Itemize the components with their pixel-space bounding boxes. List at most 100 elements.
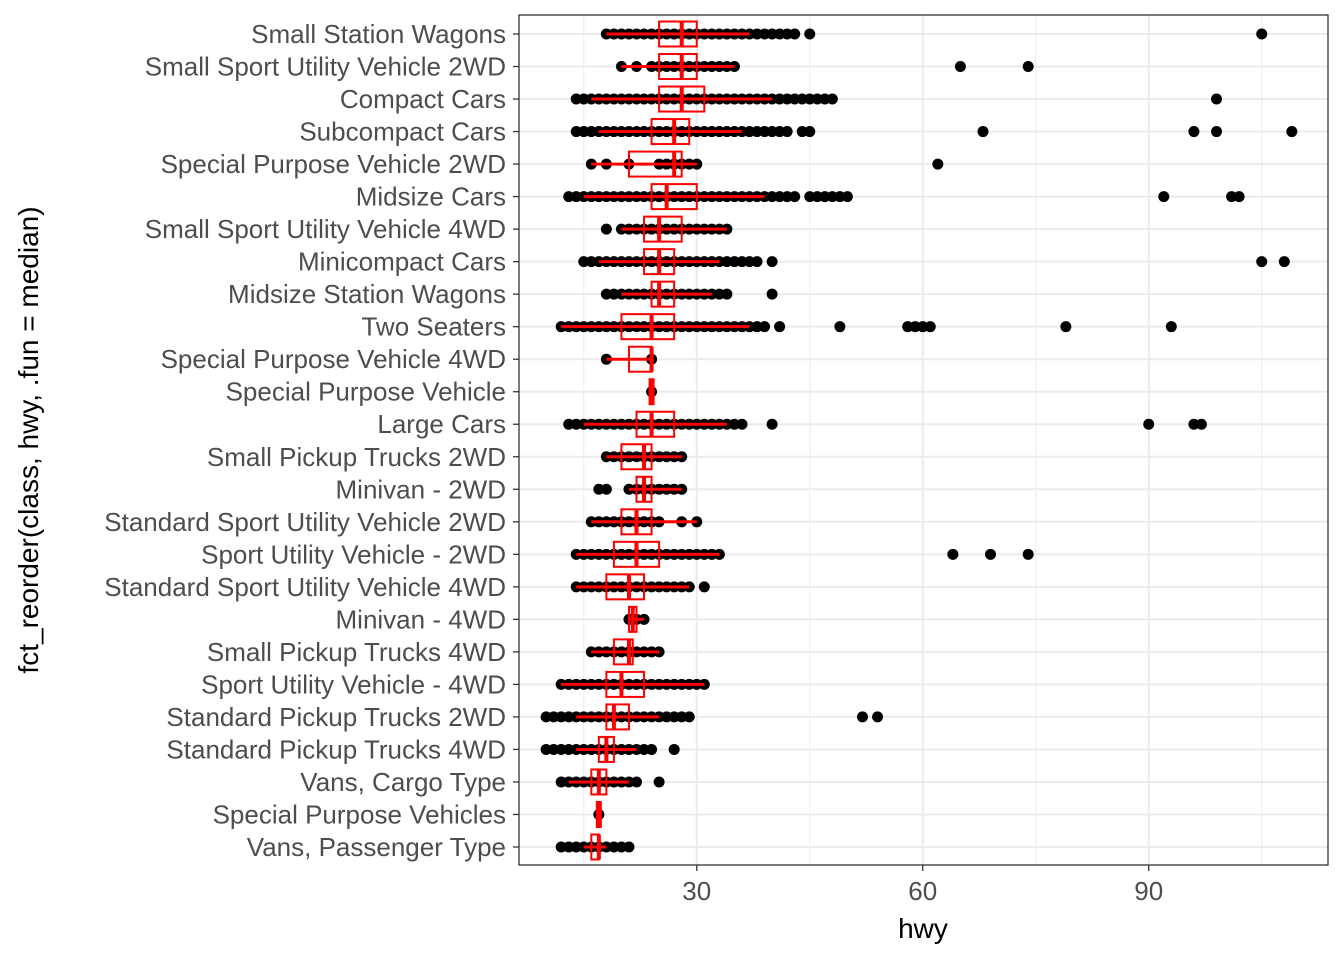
category-group: [540, 735, 680, 763]
data-point: [781, 93, 793, 105]
category-group: [600, 280, 778, 308]
x-tick-labels: 30 60 90: [682, 865, 1163, 906]
x-tick-label: 90: [1134, 876, 1163, 906]
category-group: [570, 540, 1034, 568]
data-point: [646, 743, 658, 755]
y-tick-label: Small Sport Utility Vehicle 4WD: [145, 214, 506, 244]
category-group: [555, 833, 635, 861]
data-point: [759, 126, 771, 138]
data-point: [796, 93, 808, 105]
data-point: [668, 743, 680, 755]
data-point: [774, 93, 786, 105]
data-point: [585, 256, 597, 268]
data-point: [751, 28, 763, 40]
y-tick-label: Midsize Cars: [356, 182, 506, 212]
category-group: [585, 150, 944, 178]
data-point: [608, 288, 620, 300]
data-point: [721, 288, 733, 300]
category-group: [593, 475, 688, 503]
data-point: [578, 256, 590, 268]
box: [605, 573, 646, 601]
category-group: [593, 800, 605, 828]
y-tick-label: Standard Sport Utility Vehicle 4WD: [104, 572, 506, 602]
data-point: [600, 483, 612, 495]
data-point: [789, 191, 801, 203]
data-point: [774, 321, 786, 333]
box: [658, 53, 698, 81]
y-tick-label: Vans, Passenger Type: [247, 832, 506, 862]
y-tick-label: Small Pickup Trucks 4WD: [207, 637, 506, 667]
y-tick-label: Large Cars: [377, 409, 506, 439]
data-point: [954, 61, 966, 73]
data-point: [570, 191, 582, 203]
data-point: [811, 191, 823, 203]
y-tick-label: Minivan - 4WD: [336, 604, 506, 634]
category-group: [540, 703, 884, 731]
data-point: [593, 483, 605, 495]
data-point: [804, 191, 816, 203]
category-group: [600, 345, 658, 373]
x-axis-title: hwy: [898, 913, 948, 944]
data-point: [698, 581, 710, 593]
y-tick-label: Standard Sport Utility Vehicle 2WD: [104, 507, 506, 537]
data-point: [834, 191, 846, 203]
data-point: [540, 743, 552, 755]
category-group: [615, 53, 1034, 81]
data-point: [1233, 191, 1245, 203]
data-point: [751, 126, 763, 138]
data-point: [826, 93, 838, 105]
data-point: [653, 776, 665, 788]
data-point: [804, 126, 816, 138]
data-point: [555, 711, 567, 723]
data-point: [826, 191, 838, 203]
data-point: [1278, 256, 1290, 268]
y-tick-label: Subcompact Cars: [299, 117, 506, 147]
data-point: [578, 93, 590, 105]
data-point: [1165, 321, 1177, 333]
data-point: [1226, 191, 1238, 203]
data-point: [796, 126, 808, 138]
data-point: [548, 711, 560, 723]
data-point: [1195, 418, 1207, 430]
category-group: [555, 768, 665, 796]
data-point: [1143, 418, 1155, 430]
data-point: [766, 418, 778, 430]
data-point: [563, 418, 575, 430]
x-tick-label: 60: [908, 876, 937, 906]
data-point: [555, 776, 567, 788]
data-point: [1022, 61, 1034, 73]
category-group: [600, 215, 733, 243]
data-point: [759, 321, 771, 333]
data-point: [917, 321, 929, 333]
category-group: [570, 118, 1298, 146]
data-point: [563, 743, 575, 755]
data-point: [819, 93, 831, 105]
data-point: [841, 191, 853, 203]
category-group: [585, 508, 703, 536]
panel-border: [518, 14, 1329, 866]
data-point: [1022, 548, 1034, 560]
data-point: [743, 126, 755, 138]
data-point: [1188, 126, 1200, 138]
y-tick-label: Midsize Station Wagons: [228, 279, 506, 309]
data-point: [548, 743, 560, 755]
data-point: [736, 418, 748, 430]
data-point: [570, 418, 582, 430]
data-point: [834, 321, 846, 333]
data-point: [781, 191, 793, 203]
data-point: [872, 711, 884, 723]
data-point: [638, 743, 650, 755]
data-point: [570, 841, 582, 853]
box: [635, 410, 676, 438]
data-point: [683, 711, 695, 723]
box: [650, 280, 676, 308]
category-group: [623, 605, 650, 633]
data-point: [947, 548, 959, 560]
y-tick-label: Sport Utility Vehicle - 2WD: [201, 539, 506, 569]
y-tick-label: Vans, Cargo Type: [300, 767, 506, 797]
data-point: [751, 321, 763, 333]
data-point: [1256, 256, 1268, 268]
data-point: [766, 28, 778, 40]
y-tick-label: Minivan - 2WD: [336, 474, 506, 504]
data-point: [774, 28, 786, 40]
